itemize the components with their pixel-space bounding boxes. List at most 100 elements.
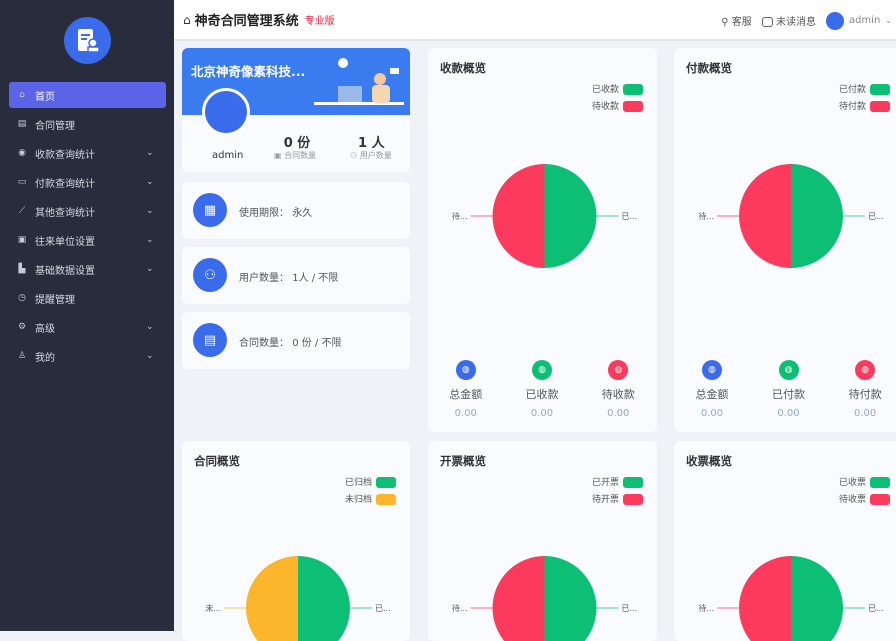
sidebar-item-4[interactable]: ⟋ 其他查询统计 ⌄ [9,198,166,224]
pie-label: 已... [622,604,638,613]
app-logo [64,17,111,64]
pie-slice-0[interactable] [791,556,843,641]
alarm-icon: ◷ [18,293,26,303]
stat-item: ◍ 待收款 0.00 [581,360,657,419]
stat-item: ◍ 总金额 0.00 [674,360,750,419]
legend-item[interactable]: 待付款 [839,99,890,116]
pie-slice-0[interactable] [544,556,597,641]
sidebar-item-0[interactable]: ⌂ 首页 [9,82,166,108]
settings-icon: ⚙ [17,322,27,332]
message-icon [761,17,773,27]
legend: 已收票 待收票 [839,475,890,509]
legend-item[interactable]: 待收票 [839,492,890,509]
legend-item[interactable]: 已开票 [592,475,643,492]
legend-swatch [870,494,890,505]
pie-chart: 已... 待... [698,556,884,641]
legend-swatch [623,477,643,488]
legend-swatch [870,84,890,95]
stat-item: ◍ 待付款 0.00 [827,360,896,419]
users-icon: ⚇ [193,258,227,292]
pie-chart: 已... 待... [452,556,638,641]
profile-card: 北京神奇像素科技... admin 0 份 ▣ 合同数量 1 人 ⚇ 用户数量 [182,48,410,172]
company-icon: ▣ [17,235,27,245]
contracts-count: 0 份 [283,136,311,151]
chevron-down-icon: ⌄ [146,322,154,332]
pie-slice-1[interactable] [492,556,545,641]
sidebar-item-5[interactable]: ▣ 往来单位设置 ⌄ [9,227,166,253]
company-name: 北京神奇像素科技... [191,64,306,79]
pie-slice-0[interactable] [298,556,350,641]
chevron-down-icon: ⌄ [146,351,154,361]
chevron-down-icon: ⌄ [146,264,154,274]
pie-slice-1[interactable] [739,556,791,641]
chevron-down-icon: ⌄ [146,177,154,187]
pie-slice-1[interactable] [246,556,298,641]
home-icon: ⌂ [19,90,25,100]
sidebar-item-2[interactable]: ◉ 收款查询统计 ⌄ [9,140,166,166]
sidebar: ⌂ 首页 ▤ 合同管理 ◉ 收款查询统计 ⌄ ▭ 付款查询统计 ⌄ ⟋ 其他查询… [0,0,174,631]
edition-badge: 专业版 [304,16,335,27]
legend: 已开票 待开票 [592,475,643,509]
home-icon[interactable]: ⌂ [183,12,191,27]
stat-item: ◍ 已收款 0.00 [504,360,580,419]
legend-item[interactable]: 已付款 [839,82,890,99]
sidebar-item-8[interactable]: ⚙ 高级 ⌄ [9,314,166,340]
sidebar-item-3[interactable]: ▭ 付款查询统计 ⌄ [9,169,166,195]
info-card: ▤ 合同数量： 0 份 / 不限 [182,312,410,369]
money-icon: ◍ [855,360,876,380]
receipt-icon: ◉ [18,148,26,158]
chevron-down-icon: ⌄ [146,206,154,216]
legend-item[interactable]: 已收款 [592,82,643,99]
pie-chart: 已... 待... [452,164,638,268]
contract-icon: ▤ [17,119,27,129]
sidebar-item-1[interactable]: ▤ 合同管理 [9,111,166,137]
pie-label: 已... [868,604,884,613]
pie-label: 待... [698,603,714,613]
legend-item[interactable]: 未归档 [345,492,396,509]
pie-label: 待... [452,603,468,613]
overview-card-0: 已... 待... 收款概览 已收款 待收款 ◍ 总金额 0.00 ◍ 已收款 0.00 ◍ 待收款 0.… [428,48,657,432]
sidebar-item-6[interactable]: ▙ 基础数据设置 ⌄ [9,256,166,282]
contracts-label: ▣ 合同数量 [274,151,317,160]
legend-item[interactable]: 已收票 [839,475,890,492]
legend: 已付款 待付款 [839,82,890,116]
legend-swatch [623,84,643,95]
money-icon: ◍ [778,360,799,380]
money-icon: ◍ [701,360,722,380]
chevron-down-icon: ⌄ [146,148,154,158]
pie-chart: 已... 未... [205,556,391,641]
overview-card-2: 已... 未... 合同概览 已归档 未归档 [182,441,410,641]
legend: 已收款 待收款 [592,82,643,116]
overview-card-3: 已... 待... 开票概览 已开票 待开票 [428,441,657,641]
database-icon: ▙ [18,264,26,274]
pie-label: 待... [698,211,714,221]
money-icon: ◍ [608,360,629,380]
messages-link[interactable]: 未读消息 [761,13,816,28]
user-menu[interactable]: admin ⌄ [825,11,892,30]
legend-swatch [870,101,890,112]
pie-slice-0[interactable] [791,164,843,268]
pie-label: 已... [622,212,638,221]
pie-slice-0[interactable] [544,164,597,268]
legend-swatch [870,477,890,488]
pie-slice-1[interactable] [492,164,545,268]
pie-label: 已... [868,212,884,221]
calendar-icon: ▦ [193,193,227,227]
profile-username: admin [212,150,244,161]
pie-slice-1[interactable] [739,164,791,268]
document-icon: ▤ [193,323,227,357]
legend-item[interactable]: 待收款 [592,99,643,116]
sidebar-item-9[interactable]: ♙ 我的 ⌄ [9,343,166,369]
profile-avatar [202,88,250,136]
sidebar-item-7[interactable]: ◷ 提醒管理 [9,285,166,311]
pie-label: 已... [375,604,391,613]
legend-item[interactable]: 待开票 [592,492,643,509]
service-link[interactable]: ⚲ 客服 [721,17,752,28]
service-icon: ⚲ [721,17,729,28]
stat-item: ◍ 总金额 0.00 [428,360,504,419]
chevron-down-icon: ⌄ [146,235,154,245]
money-icon: ◍ [455,360,476,380]
legend-item[interactable]: 已归档 [345,475,396,492]
user-icon: ♙ [17,351,27,361]
pie-chart: 已... 待... [698,164,884,268]
